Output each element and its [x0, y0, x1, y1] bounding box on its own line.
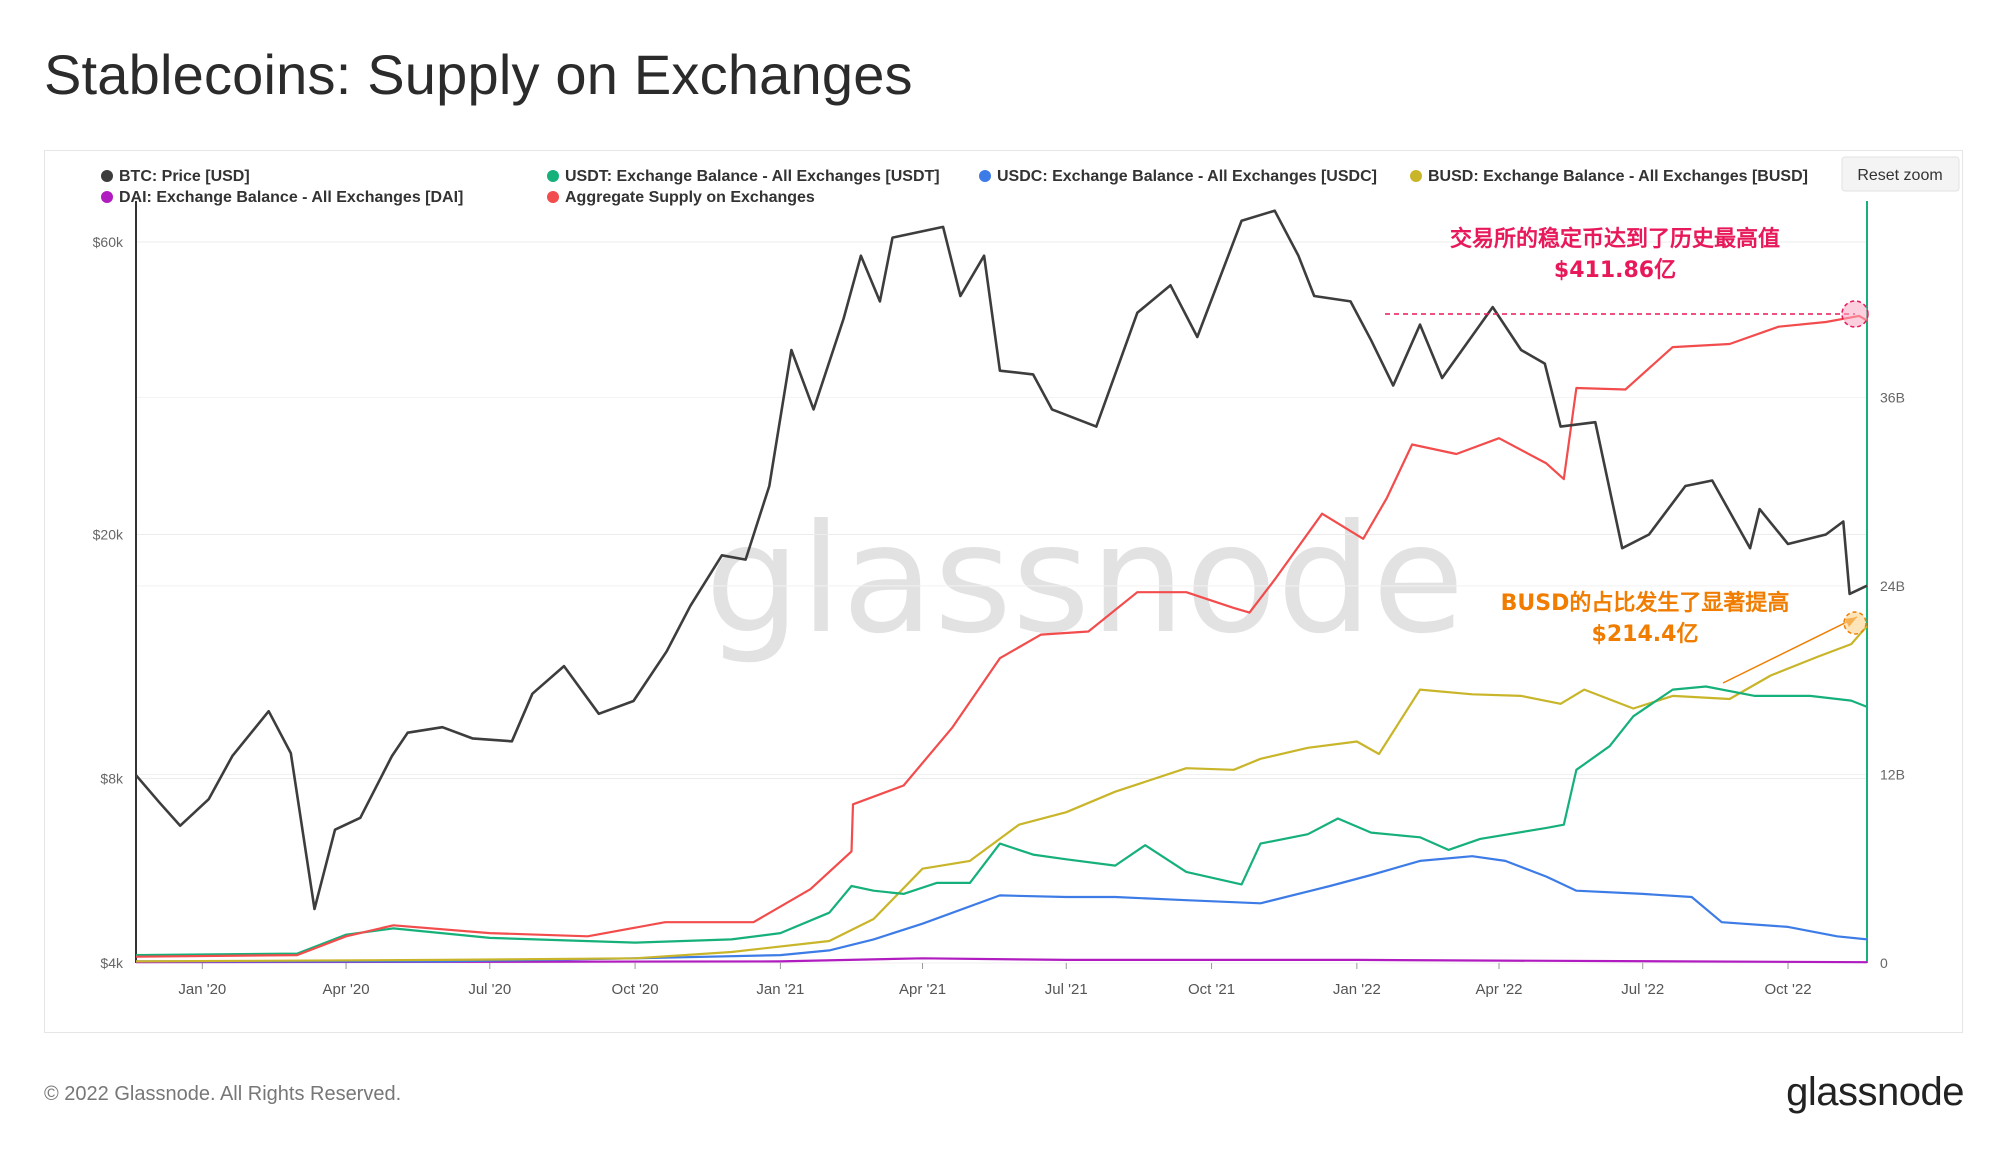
legend-label: USDT: Exchange Balance - All Exchanges […: [565, 168, 940, 185]
busd-marker: [1843, 611, 1867, 635]
legend-swatch: [547, 191, 559, 203]
x-axis-ticks: Jan '20 Apr '20 Jul '20 Oct '20 Jan '21 Apr '…: [178, 963, 1812, 998]
chart-svg: glassnode Jan '20 Apr '20 Jul '20 Oct '20 Ja…: [93, 156, 1960, 998]
legend-item-2[interactable]: USDC: Exchange Balance - All Exchanges […: [979, 168, 1377, 185]
y-right-tick-label: 36B: [1880, 389, 1905, 405]
legend-label: BUSD: Exchange Balance - All Exchanges […: [1428, 168, 1808, 185]
x-tick-label: Apr '21: [899, 981, 946, 998]
y-right-tick-label: 0: [1880, 955, 1888, 971]
y-axis-right-ticks: 0 12B 24B 36B: [1880, 389, 1905, 971]
x-tick-label: Oct '20: [612, 981, 659, 998]
peak-annotation-line2: $411.86亿: [1554, 258, 1676, 283]
series-line-2: [136, 855, 1868, 963]
y-right-tick-label: 12B: [1880, 766, 1905, 782]
y-left-tick-label: $8k: [100, 770, 124, 786]
series-line-5: [135, 314, 1868, 958]
x-tick-label: Jul '20: [468, 981, 511, 998]
busd-annotation-line1: BUSD的占比发生了显著提高: [1501, 590, 1790, 616]
x-tick-label: Apr '22: [1475, 981, 1522, 998]
x-tick-label: Jul '21: [1045, 981, 1088, 998]
legend-label: DAI: Exchange Balance - All Exchanges [D…: [119, 189, 463, 206]
legend: BTC: Price [USD] USDT: Exchange Balance -…: [101, 168, 1808, 206]
reset-zoom-button[interactable]: Reset zoom: [1841, 156, 1960, 192]
legend-swatch: [1410, 170, 1422, 182]
legend-label: BTC: Price [USD]: [119, 168, 250, 185]
legend-item-3[interactable]: BUSD: Exchange Balance - All Exchanges […: [1410, 168, 1808, 185]
series-line-3: [135, 625, 1868, 963]
series-line-0: [135, 209, 1868, 911]
legend-swatch: [547, 170, 559, 182]
legend-label: Aggregate Supply on Exchanges: [565, 189, 815, 206]
grid-layer: [136, 241, 1867, 964]
reset-zoom-label: Reset zoom: [1857, 167, 1942, 184]
page-title: Stablecoins: Supply on Exchanges: [44, 43, 913, 106]
x-tick-label: Apr '20: [323, 981, 370, 998]
y-axis-left-ticks: $4k $8k $20k $60k: [93, 234, 124, 971]
x-tick-label: Oct '21: [1188, 981, 1235, 998]
peak-marker: [1841, 300, 1869, 328]
legend-swatch: [101, 170, 113, 182]
legend-item-0[interactable]: BTC: Price [USD]: [101, 168, 250, 185]
series-line-4: [135, 957, 1868, 964]
series-line-1: [135, 685, 1868, 957]
glassnode-logo[interactable]: glassnode: [1786, 1070, 1964, 1114]
legend-item-1[interactable]: USDT: Exchange Balance - All Exchanges […: [547, 168, 940, 185]
watermark: glassnode: [705, 493, 1464, 667]
x-tick-label: Jul '22: [1621, 981, 1664, 998]
busd-annotation-line2: $214.4亿: [1592, 622, 1699, 647]
legend-item-5[interactable]: Aggregate Supply on Exchanges: [547, 189, 815, 206]
y-right-tick-label: 24B: [1880, 578, 1905, 594]
y-left-tick-label: $60k: [93, 234, 124, 250]
busd-arrow-line: [1722, 616, 1858, 684]
legend-swatch: [101, 191, 113, 203]
x-tick-label: Jan '20: [178, 981, 226, 998]
x-tick-label: Jan '22: [1333, 981, 1381, 998]
annotations: 交易所的稳定币达到了历史最高值 $411.86亿 BUSD的占比发生了显著提高 …: [1385, 226, 1869, 684]
legend-swatch: [979, 170, 991, 182]
legend-item-4[interactable]: DAI: Exchange Balance - All Exchanges [D…: [101, 189, 463, 206]
chart-frame: glassnode Jan '20 Apr '20 Jul '20 Oct '20 Ja…: [44, 150, 1963, 1033]
legend-label: USDC: Exchange Balance - All Exchanges […: [997, 168, 1377, 185]
x-tick-label: Jan '21: [756, 981, 804, 998]
y-left-tick-label: $20k: [93, 527, 124, 543]
x-tick-label: Oct '22: [1764, 981, 1811, 998]
footer-copyright: © 2022 Glassnode. All Rights Reserved.: [44, 1083, 402, 1105]
series-layer: [135, 209, 1868, 964]
peak-annotation-line1: 交易所的稳定币达到了历史最高值: [1450, 226, 1780, 252]
y-left-tick-label: $4k: [100, 955, 124, 971]
